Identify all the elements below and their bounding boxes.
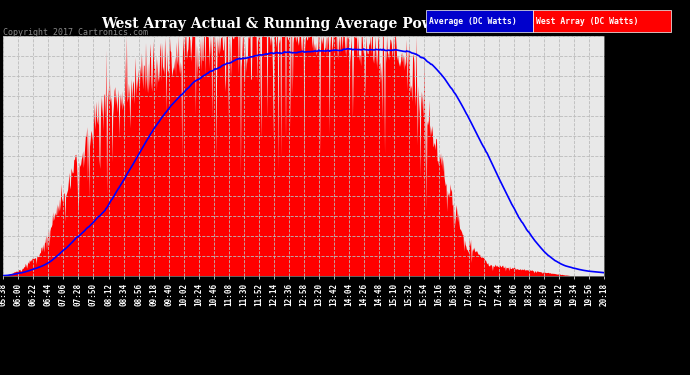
Text: West Array (DC Watts): West Array (DC Watts) — [536, 16, 638, 26]
Text: West Array Actual & Running Average Power Thu Jun 15 20:29: West Array Actual & Running Average Powe… — [101, 17, 589, 31]
Text: Copyright 2017 Cartronics.com: Copyright 2017 Cartronics.com — [3, 28, 148, 37]
Text: Average (DC Watts): Average (DC Watts) — [429, 16, 517, 26]
